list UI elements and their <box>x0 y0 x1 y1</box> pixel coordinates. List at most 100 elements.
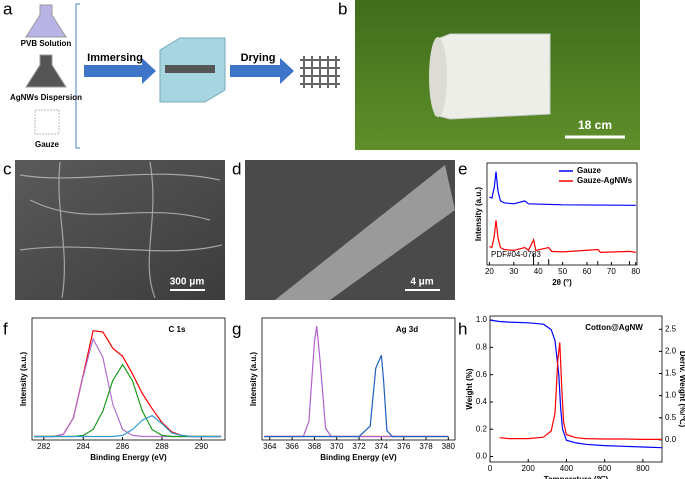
series-line <box>34 330 222 438</box>
step-label: Immersing <box>87 52 143 64</box>
x-tick-label: 378 <box>419 442 433 451</box>
panel-label: a <box>3 0 13 18</box>
bath-gauze <box>165 65 215 73</box>
series-line <box>489 220 636 254</box>
x-tick-label: 286 <box>116 442 130 451</box>
y-axis-label: Weight (%) <box>465 368 474 410</box>
plot-frame <box>261 317 456 441</box>
x-tick-label: 368 <box>308 442 322 451</box>
y2-tick-label: 2.0 <box>665 347 677 356</box>
x-tick-label: 0 <box>488 464 493 473</box>
scale-label: 4 μm <box>410 277 433 288</box>
x-tick-label: 370 <box>330 442 344 451</box>
x-tick-label: 288 <box>155 442 169 451</box>
x-tick-label: 380 <box>442 442 456 451</box>
y2-tick-label: 1.5 <box>665 369 677 378</box>
y2-tick-label: 0.0 <box>665 435 677 444</box>
series-line <box>34 363 222 438</box>
gauze-icon <box>34 109 60 135</box>
x-tick-label: 376 <box>397 442 411 451</box>
x-tick-label: 30 <box>509 267 518 276</box>
series-line <box>264 354 449 438</box>
legend-label: Gauze-AgNWs <box>577 176 633 185</box>
chart-title: Cotton@AgNW <box>585 323 643 332</box>
x-tick-label: 50 <box>558 267 567 276</box>
panel-label: f <box>3 319 8 338</box>
x-tick-label: 20 <box>485 267 494 276</box>
series-line <box>34 414 222 438</box>
y2-tick-label: 2.5 <box>665 324 677 333</box>
step-label: Drying <box>241 52 276 64</box>
x-axis-label: Binding Energy (eV) <box>90 453 167 462</box>
plot-frame <box>486 162 638 266</box>
y-tick-label: 1.0 <box>476 315 488 324</box>
x-axis-label: Temperature (℃) <box>544 475 609 479</box>
y-tick-label: 0.2 <box>476 424 488 433</box>
bracket <box>75 3 80 149</box>
chart-title: C 1s <box>169 325 186 334</box>
scale-label: 300 μm <box>170 277 205 288</box>
x-tick-label: 282 <box>37 442 51 451</box>
series-line <box>499 342 662 440</box>
scheme-label: PVB Solution <box>21 39 72 48</box>
x-tick-label: 400 <box>560 464 574 473</box>
panel-label: c <box>3 159 12 178</box>
x-axis-label: 2θ (°) <box>552 278 572 287</box>
panel-label: b <box>338 0 347 18</box>
scheme <box>25 3 340 149</box>
panel-label: e <box>458 159 467 178</box>
x-tick-label: 290 <box>195 442 209 451</box>
x-tick-label: 374 <box>375 442 389 451</box>
scheme-label: AgNWs Dispersion <box>10 93 82 102</box>
mesh <box>300 56 340 88</box>
arrow <box>230 58 294 84</box>
flask <box>25 4 67 38</box>
plot-frame <box>489 315 663 463</box>
x-tick-label: 60 <box>583 267 592 276</box>
x-tick-label: 40 <box>534 267 543 276</box>
x-tick-label: 600 <box>598 464 612 473</box>
roll-end <box>429 37 447 117</box>
annotation: PDF#04-0783 <box>491 250 541 259</box>
plot-frame <box>31 317 226 441</box>
series-line <box>264 326 449 438</box>
series-line <box>489 319 663 449</box>
y2-tick-label: 0.5 <box>665 413 677 422</box>
legend-label: Gauze <box>577 166 602 175</box>
y-axis-label: Intensity (a.u.) <box>249 352 258 407</box>
x-tick-label: 284 <box>77 442 91 451</box>
x-tick-label: 364 <box>263 442 277 451</box>
fibers <box>19 161 223 299</box>
y-tick-label: 0.0 <box>476 452 488 461</box>
x-tick-label: 366 <box>285 442 299 451</box>
y2-axis-label: Deriv. Weight (%/℃) <box>678 351 685 428</box>
y-axis-label: Intensity (a.u.) <box>474 187 483 242</box>
sem-image <box>15 160 225 300</box>
x-tick-label: 80 <box>631 267 640 276</box>
y2-tick-label: 1.0 <box>665 391 677 400</box>
y-tick-label: 0.8 <box>476 342 488 351</box>
x-tick-label: 800 <box>636 464 650 473</box>
panel-label: h <box>458 319 467 338</box>
series-line <box>34 337 222 438</box>
gauze-roll <box>434 33 551 120</box>
fiber <box>275 165 455 300</box>
flask <box>25 54 67 88</box>
y-tick-label: 0.4 <box>476 397 488 406</box>
panel-label: d <box>232 159 241 178</box>
arrow <box>84 58 156 84</box>
panel-label: g <box>232 319 241 338</box>
x-tick-label: 200 <box>522 464 536 473</box>
chart-title: Ag 3d <box>396 325 418 334</box>
x-axis-label: Binding Energy (eV) <box>320 453 397 462</box>
x-tick-label: 70 <box>607 267 616 276</box>
x-tick-label: 372 <box>352 442 366 451</box>
series-line <box>489 171 636 206</box>
scale-label: 18 cm <box>578 118 612 132</box>
y-axis-label: Intensity (a.u.) <box>19 352 28 407</box>
panel-labels: a b c d e f g h <box>3 0 467 338</box>
scheme-label: Gauze <box>35 140 60 149</box>
y-tick-label: 0.6 <box>476 370 488 379</box>
